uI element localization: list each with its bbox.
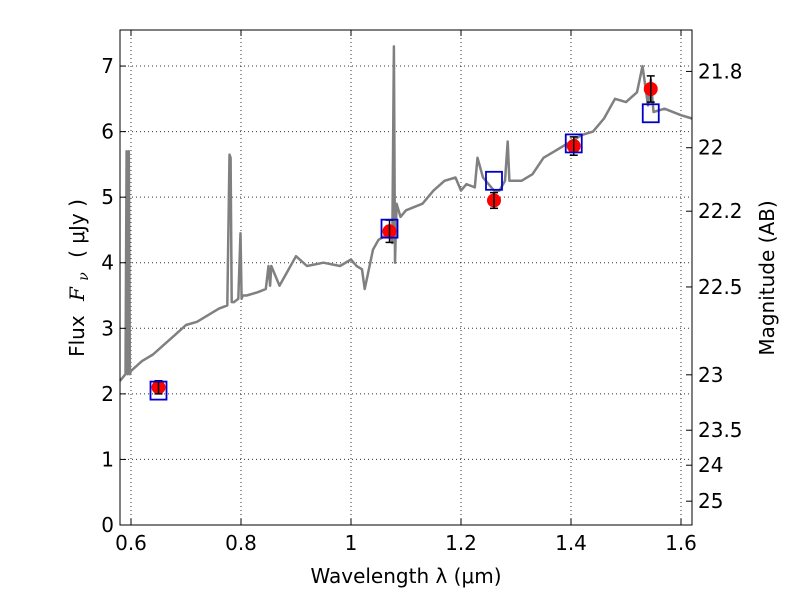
right-tick-label: 23.5 [698,418,743,442]
model-photometry-square [564,133,583,154]
model-photometry-square [641,103,660,124]
y-tick-label: 6 [101,120,114,144]
y-tick-label: 7 [101,54,114,78]
x-axis-label: Wavelength λ (μm) [310,564,501,588]
y-tick-label: 3 [101,316,114,340]
model-photometry-square [149,380,168,401]
x-tick-label: 0.6 [115,531,147,555]
right-tick-label: 22.2 [698,199,743,223]
right-tick-label: 21.8 [698,59,743,83]
spectrum-layer [119,45,693,382]
y-axis-label: Flux F ν ( μJy ) [65,199,93,357]
grid [120,30,692,526]
y-right-axis-label: Magnitude (AB) [755,200,779,355]
x-tick-label: 1 [345,531,358,555]
right-tick-label: 25 [698,489,723,513]
right-tick-label: 22.5 [698,275,743,299]
right-tick-label: 24 [698,453,723,477]
right-tick-label: 23 [698,363,723,387]
x-tick-label: 1.6 [665,531,697,555]
y-tick-label: 1 [101,447,114,471]
model-photometry-square [485,170,503,191]
y-tick-label: 4 [101,251,114,275]
plot-frame [119,29,693,526]
points-layer [149,75,660,401]
right-tick-label: 22 [698,136,723,160]
model-photometry-square [380,218,399,239]
y-tick-label: 5 [101,185,114,209]
x-tick-label: 1.2 [445,531,477,555]
model-spectrum-line [119,45,693,382]
y-tick-label: 2 [101,382,114,406]
x-tick-label: 1.4 [555,531,587,555]
y-tick-label: 0 [101,513,114,537]
x-tick-label: 0.8 [225,531,257,555]
